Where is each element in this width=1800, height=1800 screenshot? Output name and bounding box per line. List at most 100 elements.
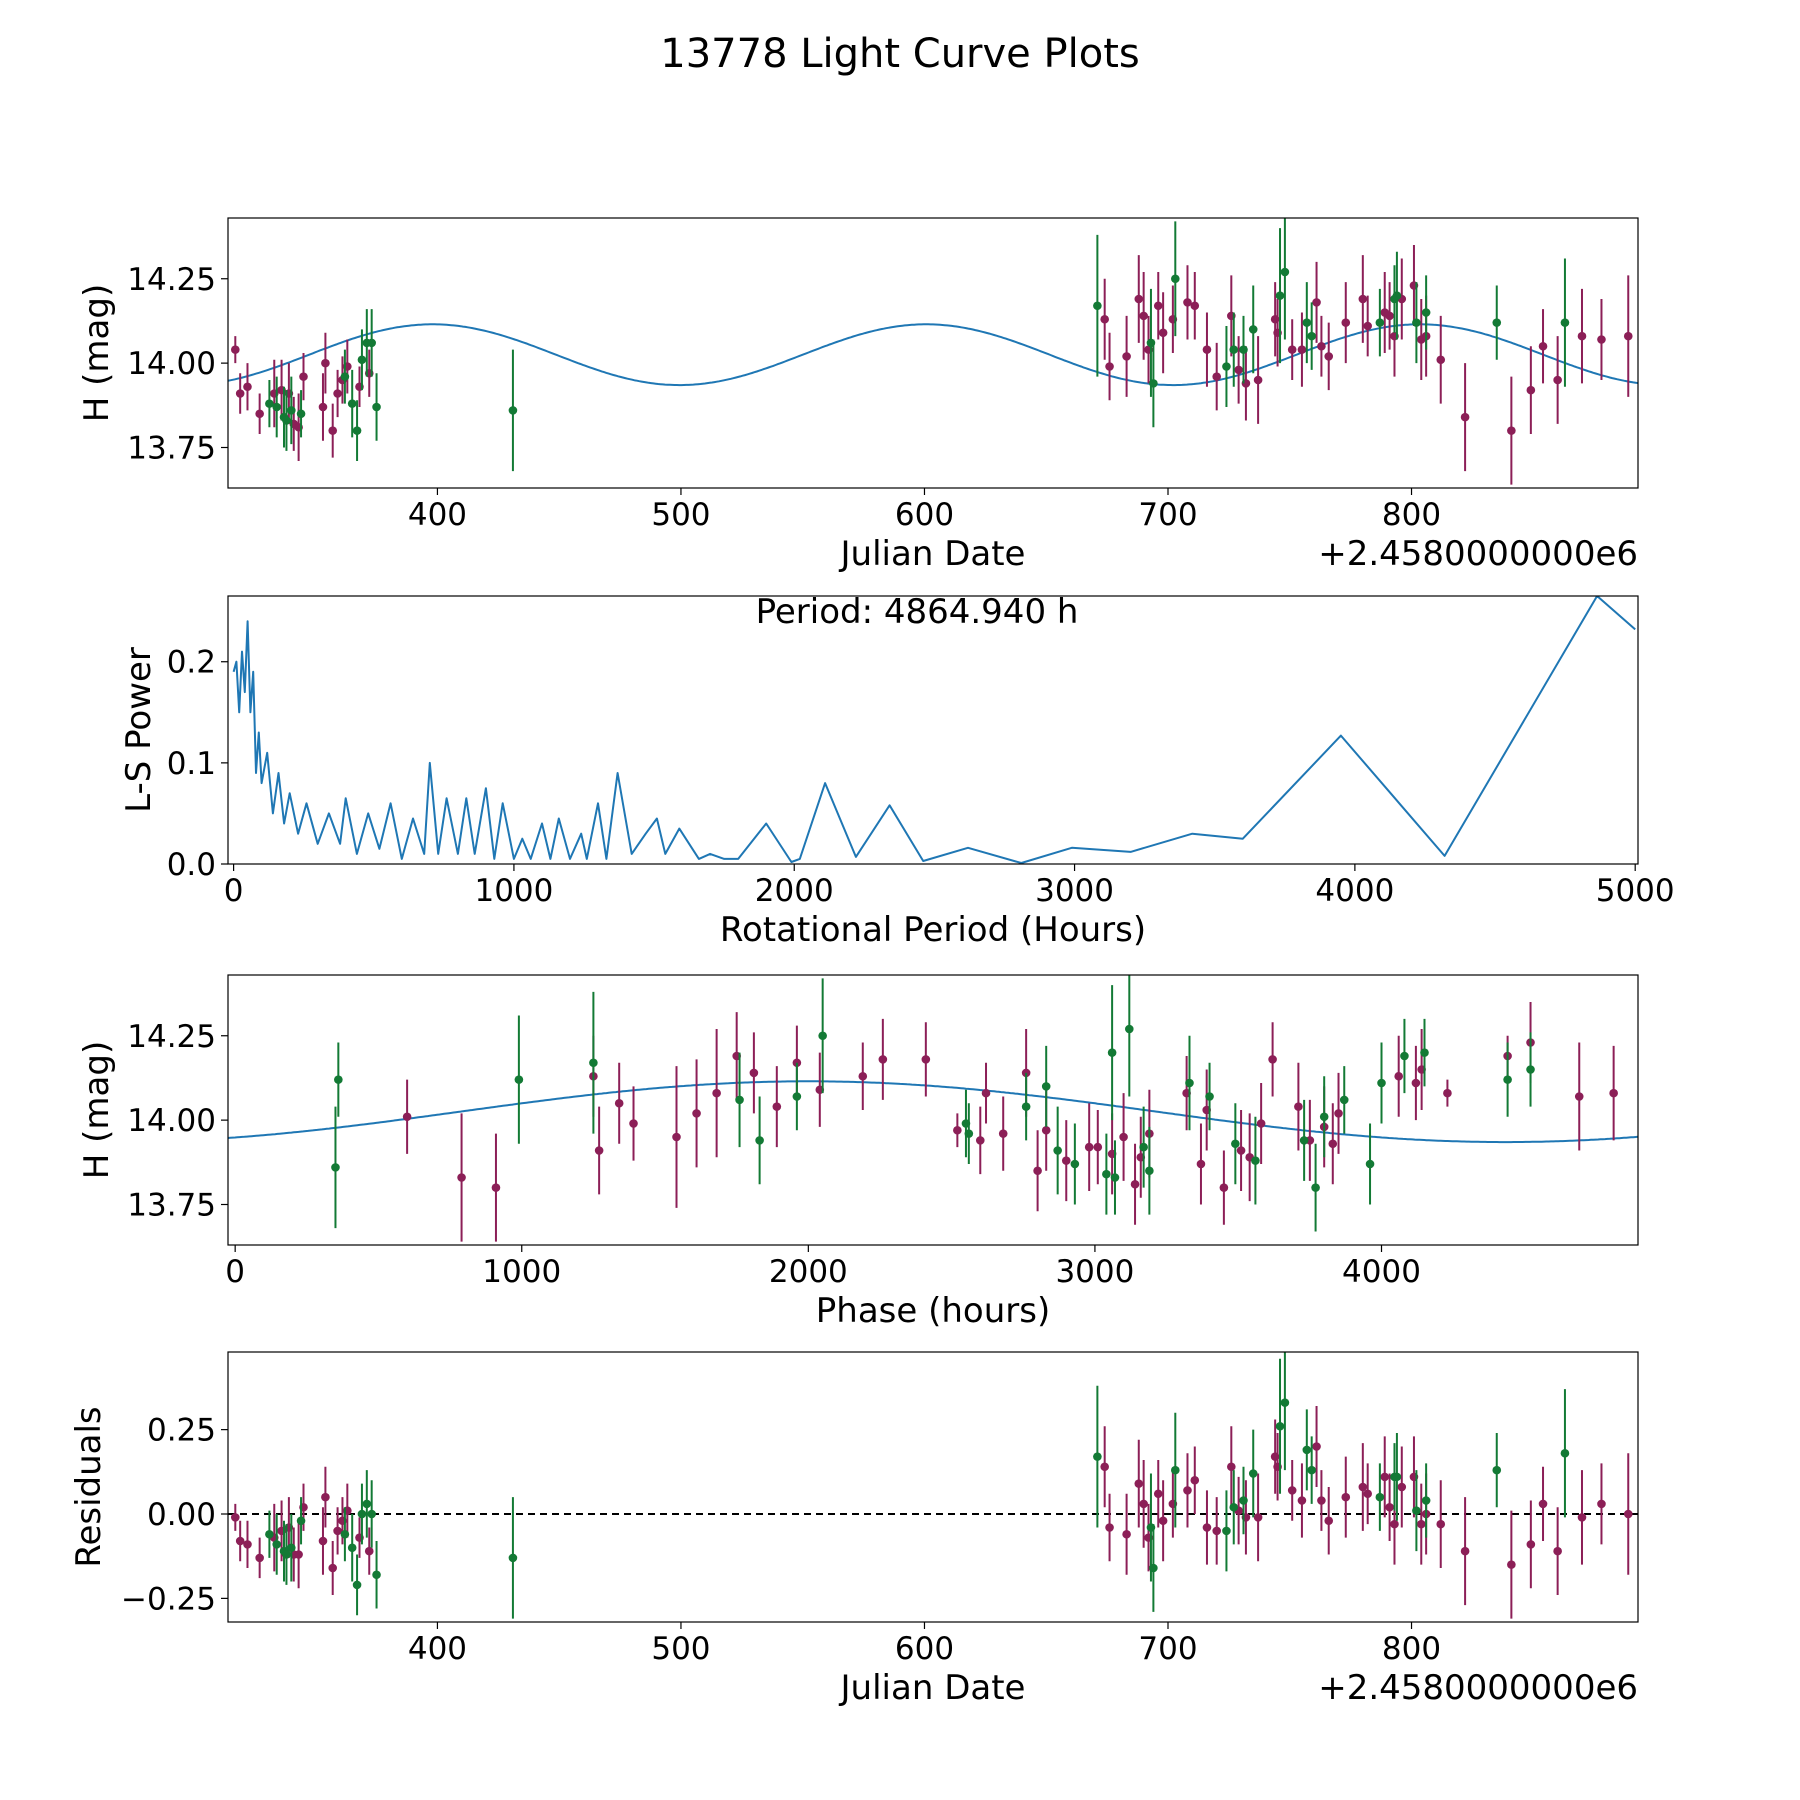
x-tick-label: 3000 xyxy=(1055,1254,1134,1290)
data-point xyxy=(1609,1088,1618,1098)
data-point xyxy=(328,426,338,435)
data-point xyxy=(1436,355,1446,365)
x-tick-label: 1000 xyxy=(474,873,553,909)
y-tick-label: 0.25 xyxy=(147,1413,216,1449)
data-point xyxy=(508,1553,518,1563)
x-tick-label: 700 xyxy=(1138,497,1197,533)
data-point xyxy=(1205,1092,1214,1101)
data-point xyxy=(333,1526,342,1536)
data-point xyxy=(1145,1166,1154,1176)
data-point xyxy=(1287,345,1297,354)
data-point xyxy=(1122,352,1131,361)
data-point xyxy=(1597,1499,1606,1509)
data-point xyxy=(1443,1088,1452,1098)
data-point xyxy=(1171,274,1180,284)
x-offset-text: +2.4580000000e6 xyxy=(1318,1668,1638,1708)
x-tick-label: 600 xyxy=(895,497,954,533)
data-point xyxy=(1041,1125,1051,1135)
data-point xyxy=(318,1536,328,1546)
data-point xyxy=(1307,1465,1316,1475)
data-point xyxy=(998,1129,1008,1138)
y-tick-label: 0.1 xyxy=(167,746,216,782)
data-point xyxy=(1100,1462,1109,1472)
data-point xyxy=(1299,1136,1309,1145)
data-point xyxy=(347,399,357,408)
data-point xyxy=(367,1509,376,1519)
data-point xyxy=(1307,331,1316,341)
data-point xyxy=(1560,318,1570,327)
data-point xyxy=(1339,1095,1349,1105)
x-tick-label: 400 xyxy=(408,1631,467,1667)
data-point xyxy=(1312,1442,1321,1451)
data-point xyxy=(231,1513,240,1522)
data-point xyxy=(1253,1513,1263,1522)
data-point xyxy=(1212,372,1222,381)
data-point xyxy=(1084,1142,1094,1152)
data-point xyxy=(287,1543,296,1553)
data-point xyxy=(1341,1492,1351,1502)
data-point xyxy=(265,1529,274,1539)
data-point xyxy=(1317,341,1326,351)
data-point xyxy=(1093,1452,1102,1461)
data-point xyxy=(1334,1109,1343,1118)
y-tick-label: 0.2 xyxy=(167,645,216,681)
data-point xyxy=(1377,1078,1386,1088)
data-point xyxy=(755,1136,764,1145)
data-point xyxy=(1574,1092,1584,1101)
x-offset-text: +2.4580000000e6 xyxy=(1318,534,1638,574)
y-tick-label: 0.0 xyxy=(167,847,216,883)
axes-frame xyxy=(227,595,1639,865)
data-point xyxy=(1185,1078,1194,1088)
y-axis-label: L-S Power xyxy=(119,647,159,813)
data-point xyxy=(1394,1071,1404,1081)
data-point xyxy=(1311,1183,1320,1192)
data-point xyxy=(287,406,296,415)
data-point xyxy=(1319,1112,1329,1122)
x-tick-label: 500 xyxy=(651,497,710,533)
x-tick-label: 400 xyxy=(408,497,467,533)
y-tick-label: 14.25 xyxy=(127,262,216,298)
data-layer xyxy=(228,218,1638,485)
x-tick-label: 3000 xyxy=(1035,873,1114,909)
x-tick-label: 800 xyxy=(1382,1631,1441,1667)
data-point xyxy=(1158,328,1168,338)
y-tick-label: 13.75 xyxy=(127,1188,216,1224)
data-point xyxy=(1380,1472,1390,1482)
data-point xyxy=(1375,318,1385,327)
data-point xyxy=(1460,1546,1470,1556)
x-tick-label: 2000 xyxy=(755,873,834,909)
data-point xyxy=(1526,385,1536,395)
data-point xyxy=(981,1088,991,1098)
x-tick-label: 4000 xyxy=(1342,1254,1421,1290)
y-tick-label: 0.00 xyxy=(147,1497,216,1533)
data-point xyxy=(1248,1469,1258,1478)
data-point xyxy=(491,1183,501,1192)
data-point xyxy=(1623,1509,1633,1519)
data-point xyxy=(1253,375,1263,385)
data-point xyxy=(1171,1465,1180,1475)
data-point xyxy=(1560,1448,1570,1458)
data-point xyxy=(589,1058,598,1068)
data-point xyxy=(243,382,252,392)
data-point xyxy=(1236,1146,1246,1155)
data-point xyxy=(1122,1529,1131,1539)
x-axis-label: Julian Date xyxy=(839,534,1026,574)
data-point xyxy=(340,372,350,381)
data-point xyxy=(255,409,264,419)
x-tick-label: 5000 xyxy=(1596,873,1675,909)
data-point xyxy=(1256,1119,1266,1128)
data-point xyxy=(1420,1048,1429,1057)
data-point xyxy=(1196,1159,1206,1169)
data-point xyxy=(1412,318,1421,327)
y-tick-label: 14.00 xyxy=(127,346,216,382)
axes-frame xyxy=(227,974,1639,1246)
period-annotation: Period: 4864.940 h xyxy=(756,592,1079,632)
data-point xyxy=(352,426,362,435)
data-point xyxy=(328,1563,338,1573)
y-tick-label: 14.25 xyxy=(127,1019,216,1055)
x-tick-label: 700 xyxy=(1138,1631,1197,1667)
data-point xyxy=(282,1550,291,1559)
data-point xyxy=(594,1146,604,1155)
data-point xyxy=(352,1580,362,1590)
